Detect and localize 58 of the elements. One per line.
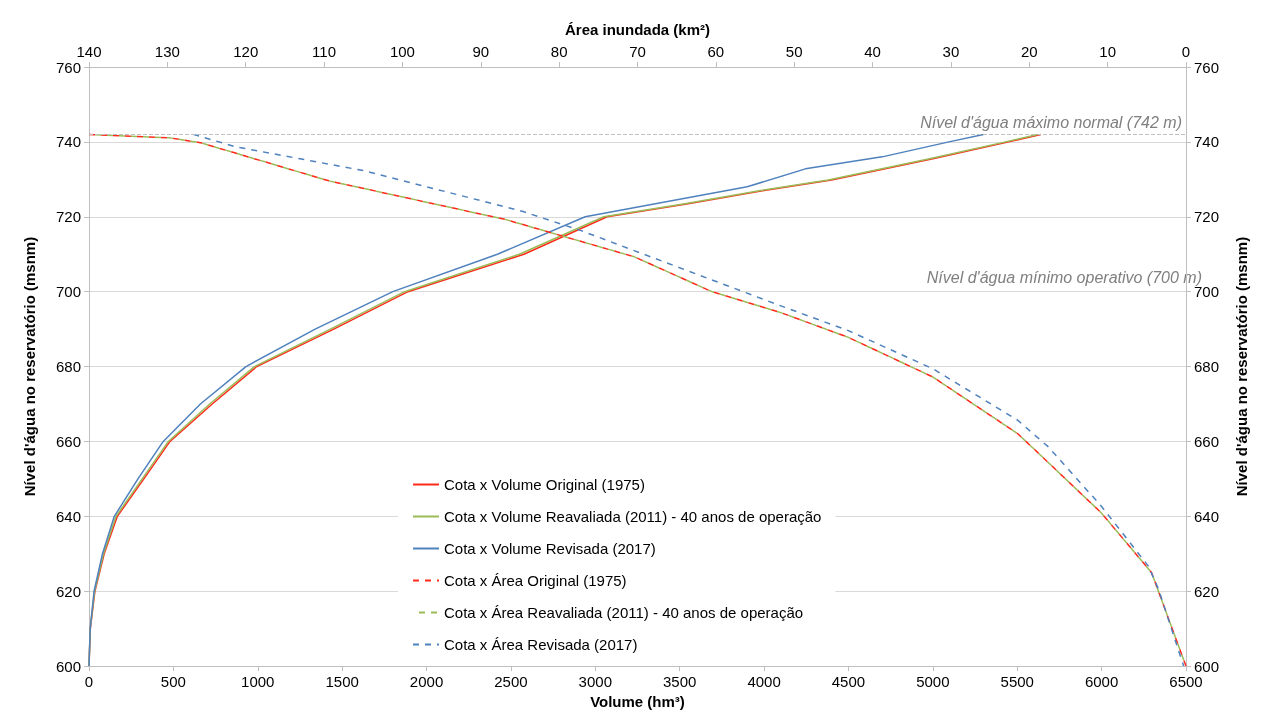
y-tick-label: 680: [55, 358, 81, 376]
x-tick-label: 6500: [1169, 673, 1203, 691]
x-tick-label: 0: [84, 673, 94, 691]
x-tick-label: 3500: [663, 673, 697, 691]
y-tick-label: 600: [55, 657, 81, 675]
x-tick-label: 1500: [325, 673, 359, 691]
x2-tick-label: 110: [312, 43, 337, 60]
x2-tick-label: 30: [942, 43, 960, 60]
annotation: Nível d'água mínimo operativo (700 m): [926, 268, 1202, 286]
x2-tick-label: 90: [472, 43, 490, 60]
y-tick-label: 620: [55, 582, 81, 600]
legend-label: Cota x Volume Reavaliada (2011) - 40 anos de operação: [444, 508, 822, 525]
x-axis-title: Volume (hm³): [590, 693, 685, 710]
x2-tick-label: 50: [785, 43, 803, 60]
x2-tick-label: 80: [550, 43, 568, 60]
y2-tick-label: 620: [1194, 582, 1220, 600]
x-tick-label: 6000: [1084, 673, 1119, 691]
x-tick-label: 2500: [494, 673, 528, 691]
x-tick-label: 4000: [747, 673, 781, 691]
x2-tick-label: 40: [864, 43, 881, 60]
legend-label: Cota x Área Original (1975): [444, 572, 627, 589]
x-tick-label: 4500: [831, 673, 866, 691]
legend-label: Cota x Volume Revisada (2017): [444, 540, 656, 557]
x2-tick-label: 130: [154, 43, 180, 60]
x2-axis-title: Área inundada (km²): [564, 21, 711, 38]
y-tick-label: 640: [55, 507, 81, 525]
x2-tick-label: 120: [233, 43, 259, 60]
y-tick-label: 760: [55, 58, 81, 76]
x2-tick-label: 10: [1099, 43, 1116, 60]
y-tick-label: 660: [55, 432, 81, 450]
y-axis-title: Nível d'água no reservatório (msnm): [21, 236, 38, 497]
legend-label: Cota x Área Reavaliada (2011) - 40 anos de operação: [444, 604, 804, 621]
x-tick-label: 5000: [916, 673, 950, 691]
y2-tick-label: 720: [1194, 208, 1220, 226]
x2-tick-label: 70: [629, 43, 646, 60]
y2-tick-label: 600: [1194, 657, 1220, 675]
x2-tick-label: 0: [1181, 43, 1191, 60]
x-tick-label: 500: [160, 673, 186, 691]
x-tick-label: 2000: [409, 673, 444, 691]
x-tick-label: 5500: [1000, 673, 1034, 691]
y-tick-label: 720: [55, 208, 81, 226]
y2-tick-label: 760: [1194, 58, 1220, 76]
x2-tick-label: 100: [389, 43, 415, 60]
legend-label: Cota x Volume Original (1975): [444, 476, 645, 493]
y-tick-label: 740: [55, 133, 81, 151]
x-tick-label: 3000: [578, 673, 612, 691]
y2-tick-label: 640: [1194, 507, 1220, 525]
y2-axis-title: Nível d'água no reservatório (msnm): [1233, 236, 1250, 497]
legend-label: Cota x Área Revisada (2017): [444, 636, 638, 653]
y-tick-label: 700: [55, 283, 81, 301]
ref-line-label: Nível d'água máximo normal (742 m): [920, 113, 1182, 131]
y2-tick-label: 660: [1194, 432, 1220, 450]
x2-tick-label: 20: [1020, 43, 1038, 60]
x-tick-label: 1000: [241, 673, 275, 691]
x2-tick-label: 60: [707, 43, 725, 60]
y2-tick-label: 680: [1194, 358, 1220, 376]
y2-tick-label: 740: [1194, 133, 1220, 151]
x2-tick-label: 140: [76, 43, 102, 60]
